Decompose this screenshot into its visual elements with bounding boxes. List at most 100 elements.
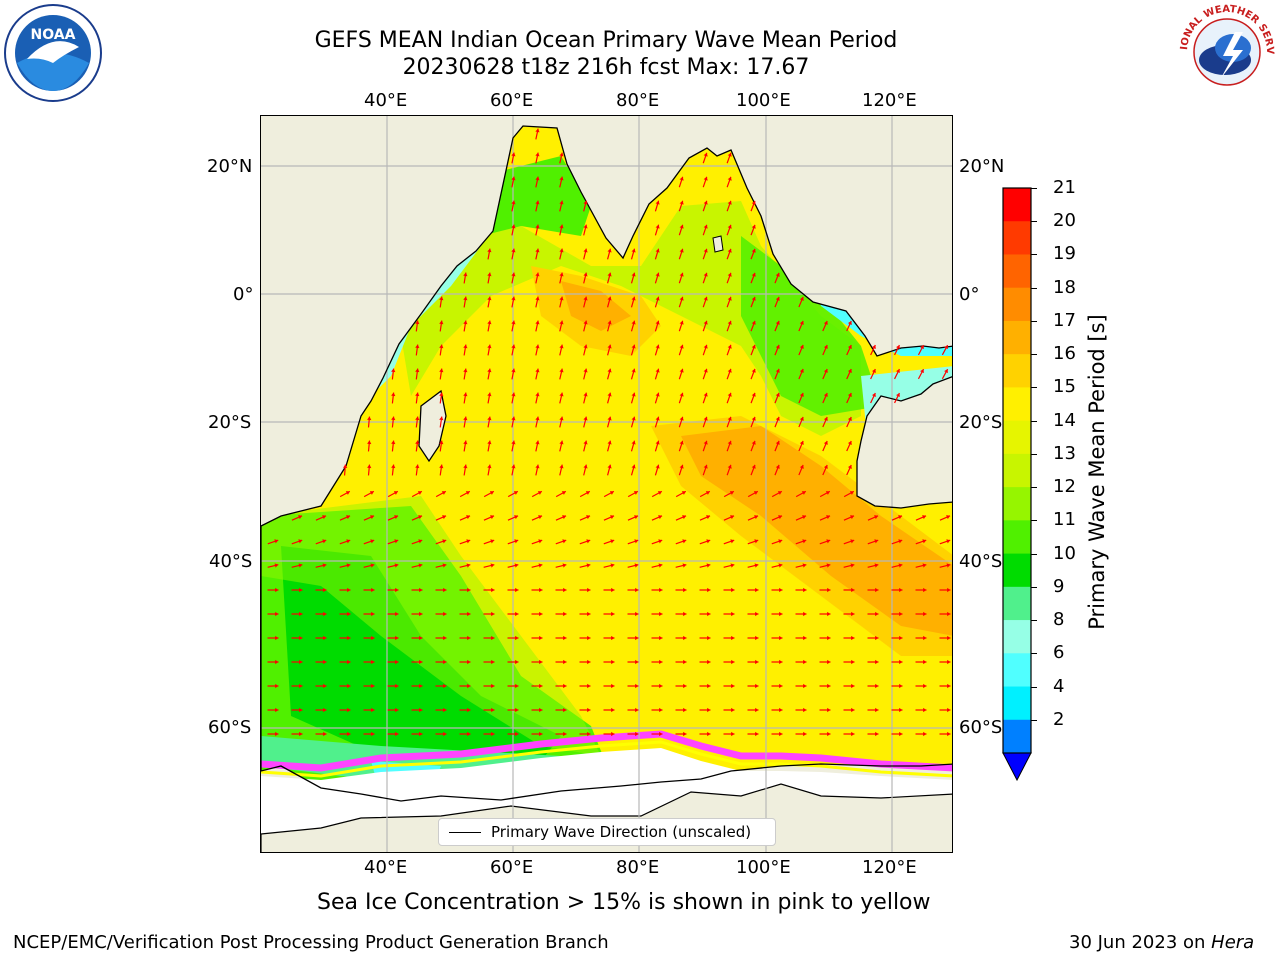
wave-arrow-head [299,731,303,737]
wave-arrow-head [730,563,735,568]
wave-arrow-head [681,491,686,495]
wave-arrow-head [706,515,711,520]
wave-arrow-head [727,224,732,229]
wave-arrow-head [418,515,423,520]
colorbar-tick-label: 9 [1053,575,1065,597]
wave-arrow-head [583,392,588,397]
wave-arrow-head [826,515,831,520]
lat-label-right-0: 0° [959,284,980,305]
wave-arrow-head [727,272,732,277]
wave-arrow-head [559,224,564,229]
wave-arrow-head [489,491,494,495]
wave-arrow-head [275,587,279,593]
colorbar-tick-mark [1031,453,1037,455]
wave-arrow-head [538,563,543,568]
wave-arrow-head [727,416,732,421]
wave-arrow-head [347,611,351,617]
colorbar-tick-mark [1031,188,1037,189]
wave-arrow-head [586,515,591,520]
wave-arrow-head [535,320,540,325]
wave-direction-arrows [267,128,951,737]
wave-arrow-head [779,659,783,665]
wave-arrow-head [682,563,687,568]
wave-arrow-head [947,611,951,617]
wave-arrow-head [299,611,303,617]
wave-arrow-head [679,368,684,373]
wave-arrow-head [371,611,375,617]
wave-arrow-head [827,731,831,737]
colorbar-tick-label: 21 [1053,177,1076,198]
wave-arrow-head [466,515,471,520]
wave-arrow-head [395,635,399,641]
wave-arrow-head [611,707,615,713]
wave-arrow-head [823,392,828,397]
wave-arrow-head [511,152,516,157]
wave-arrow-head [631,416,636,421]
lat-label-right-60s: 60°S [959,717,1003,738]
wave-arrow-head [418,539,423,544]
wave-arrow-head [874,515,879,520]
wave-arrow-head [371,683,375,689]
wave-arrow-head [799,368,804,373]
colorbar-tick-mark [1031,553,1037,555]
colorbar-segment [1003,553,1031,588]
wave-arrow-head [583,368,588,373]
wave-arrow-head [703,200,708,205]
wave-arrow-head [751,416,756,421]
wave-arrow-head [511,416,516,421]
wave-arrow-head [535,392,540,397]
wave-arrow-head [707,659,711,665]
footer-host: Hera [1211,932,1255,953]
wave-arrow-head [415,440,420,445]
wave-arrow-head [611,683,615,689]
colorbar-tick-label: 17 [1053,309,1076,331]
lat-label-right-20s: 20°S [959,412,1003,433]
wave-arrow-head [850,515,855,520]
wave-arrow-head [875,659,879,665]
wave-arrow-head [706,563,711,568]
wave-arrow-head [583,272,588,277]
wave-arrow-head [731,659,735,665]
wave-arrow-head [323,683,327,689]
wave-arrow-head [439,416,444,421]
wave-arrow-head [395,587,399,593]
wave-arrow-head [896,369,900,374]
colorbar-tick-label: 19 [1053,243,1076,265]
wave-arrow-head [371,635,375,641]
wave-arrow-head [851,611,855,617]
wave-arrow-head [803,707,807,713]
wave-arrow-head [703,416,708,421]
wave-arrow-head [441,491,446,495]
wave-arrow-head [751,368,756,373]
wave-arrow-head [751,344,756,349]
wave-arrow-head [511,272,516,277]
wave-arrow-head [562,563,567,568]
wave-arrow-head [607,344,612,349]
wave-arrow-head [947,707,951,713]
wave-arrow-head [803,659,807,665]
wave-arrow-head [703,296,708,301]
wave-arrow-head [655,440,660,445]
wave-arrow-head [655,464,660,469]
wave-arrow-head [823,320,828,325]
wave-arrow-head [323,731,327,737]
wave-arrow-head [491,611,495,617]
colorbar-tick-mark [1031,487,1037,489]
lon-label-bottom-60e: 60°E [490,857,534,878]
colorbar-segment [1003,586,1031,621]
wave-arrow-head [658,563,663,568]
wave-arrow-head [347,707,351,713]
wave-arrow-head [679,440,684,445]
wave-arrow-head [611,635,615,641]
wave-arrow-head [323,659,327,665]
wave-arrow-head [871,345,876,350]
wave-arrow-head [607,320,612,325]
wave-arrow-head [851,635,855,641]
wave-arrow-head [323,587,327,593]
wave-arrow-head [847,320,852,325]
wave-arrow-head [778,515,783,520]
wave-arrow-head [563,635,567,641]
wave-arrow-head [775,392,780,397]
colorbar-tick-label: 8 [1053,609,1065,631]
lon-label-bottom-100e: 100°E [736,857,791,878]
